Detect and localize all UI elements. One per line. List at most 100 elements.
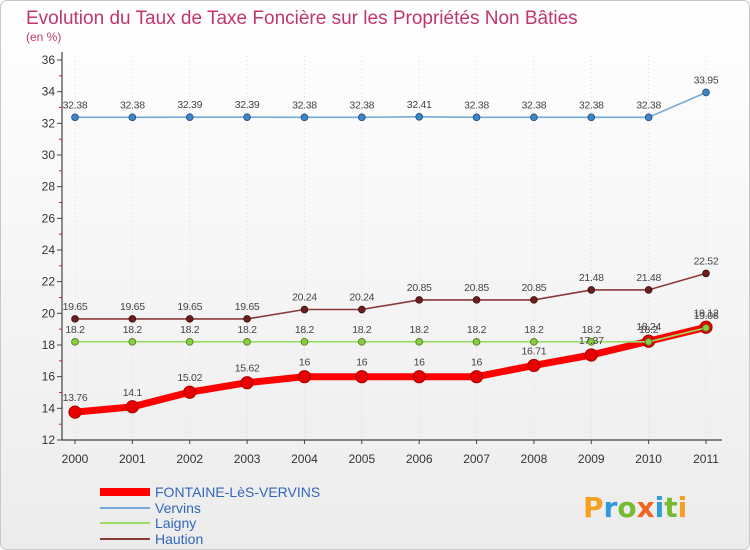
data-label-fontaine-l-s-vervins: 16.71 <box>522 345 547 357</box>
data-point-haution <box>358 305 366 314</box>
data-label-fontaine-l-s-vervins: 13.76 <box>63 392 88 404</box>
data-label-vervins: 32.39 <box>235 99 260 111</box>
data-label-vervins: 32.38 <box>522 99 547 111</box>
data-label-haution: 21.48 <box>579 272 604 284</box>
data-label-fontaine-l-s-vervins: 17.37 <box>579 335 604 347</box>
data-label-fontaine-l-s-vervins: 16 <box>414 357 426 369</box>
data-label-laigny: 18.2 <box>180 324 200 336</box>
y-tick-label: 18 <box>42 338 56 352</box>
legend-label-laigny: Laigny <box>155 515 196 531</box>
data-point-vervins <box>128 113 137 122</box>
data-label-haution: 20.85 <box>407 282 432 294</box>
x-tick-label: 2003 <box>234 452 261 466</box>
data-point-fontaine-l-s-vervins <box>240 376 254 390</box>
data-label-vervins: 32.38 <box>579 99 604 111</box>
data-point-fontaine-l-s-vervins <box>355 370 369 384</box>
logo-letter: i <box>655 491 665 524</box>
data-label-laigny: 19.08 <box>694 310 719 322</box>
x-tick-label: 2001 <box>119 452 146 466</box>
y-tick-label: 12 <box>42 433 56 447</box>
data-point-haution <box>300 305 309 314</box>
data-label-haution: 21.48 <box>636 272 661 284</box>
logo-letter: r <box>604 491 618 524</box>
series-line-laigny <box>74 327 707 343</box>
legend-label-vervins: Vervins <box>155 500 201 516</box>
data-label-laigny: 18.2 <box>582 324 602 336</box>
x-tick-label: 2006 <box>406 452 433 466</box>
chart-series <box>68 88 713 419</box>
data-label-haution: 19.65 <box>177 301 202 313</box>
data-label-vervins: 32.41 <box>407 99 432 111</box>
x-tick-label: 2009 <box>578 452 605 466</box>
logo-letter: t <box>664 491 677 524</box>
data-label-laigny: 18.2 <box>639 324 659 336</box>
data-label-laigny: 18.2 <box>237 324 257 336</box>
x-tick-label: 2007 <box>463 452 490 466</box>
data-point-laigny <box>185 338 194 346</box>
data-label-fontaine-l-s-vervins: 19.12 <box>694 307 719 319</box>
data-point-fontaine-l-s-vervins <box>469 370 484 384</box>
data-label-laigny: 18.2 <box>410 324 430 336</box>
y-tick-label: 22 <box>42 275 56 289</box>
proxiti-logo: Proxiti <box>583 491 687 524</box>
data-label-haution: 20.24 <box>292 292 317 304</box>
data-label-fontaine-l-s-vervins: 18.24 <box>636 321 661 333</box>
data-label-haution: 20.85 <box>464 282 489 294</box>
data-label-vervins: 32.38 <box>636 99 661 111</box>
data-label-fontaine-l-s-vervins: 16 <box>299 357 311 369</box>
y-tick-label: 30 <box>42 148 56 162</box>
data-point-laigny <box>243 338 251 346</box>
data-point-laigny <box>358 338 366 346</box>
data-point-haution <box>185 315 194 323</box>
data-label-fontaine-l-s-vervins: 15.62 <box>235 363 260 375</box>
data-label-haution: 22.52 <box>694 255 719 267</box>
data-point-fontaine-l-s-vervins <box>584 348 598 362</box>
data-point-vervins <box>644 113 653 122</box>
y-tick-label: 16 <box>42 370 56 384</box>
logo-letter: x <box>637 491 655 524</box>
data-label-laigny: 18.2 <box>524 324 544 336</box>
data-label-vervins: 32.38 <box>292 99 317 111</box>
data-label-laigny: 18.2 <box>65 324 85 336</box>
data-point-laigny <box>71 338 79 346</box>
data-point-vervins <box>358 113 366 122</box>
data-label-fontaine-l-s-vervins: 16 <box>356 357 368 369</box>
data-label-laigny: 18.2 <box>467 324 487 336</box>
data-point-laigny <box>644 338 653 346</box>
data-point-laigny <box>415 338 423 346</box>
logo-letter: i <box>678 491 688 524</box>
legend-label-fontaine-l-s-vervins: FONTAINE-LèS-VERVINS <box>155 484 320 500</box>
y-tick-label: 14 <box>42 401 56 415</box>
data-label-haution: 20.85 <box>522 282 547 294</box>
data-point-vervins <box>243 113 251 121</box>
data-point-laigny <box>128 338 137 346</box>
x-tick-label: 2002 <box>176 452 203 466</box>
y-tick-label: 24 <box>42 243 56 257</box>
data-point-fontaine-l-s-vervins <box>68 405 82 419</box>
legend-item-laigny: Laigny <box>100 515 196 531</box>
data-label-laigny: 18.2 <box>123 324 143 336</box>
data-label-vervins: 33.95 <box>694 74 719 86</box>
data-point-vervins <box>702 88 710 97</box>
data-label-haution: 19.65 <box>120 301 145 313</box>
logo-letter: o <box>617 491 636 524</box>
series-line-vervins <box>74 91 707 119</box>
data-point-haution <box>644 286 653 294</box>
legend-item-fontaine-l-s-vervins: FONTAINE-LèS-VERVINS <box>100 484 320 500</box>
x-tick-label: 2004 <box>291 452 318 466</box>
data-point-fontaine-l-s-vervins <box>412 370 426 384</box>
data-point-haution <box>702 269 710 278</box>
y-tick-label: 36 <box>42 53 56 67</box>
y-tick-label: 26 <box>42 211 56 225</box>
legend-item-haution: Haution <box>100 531 203 547</box>
series-line-haution <box>74 272 707 320</box>
data-point-haution <box>71 315 79 323</box>
series-line-fontaine-l-s-vervins <box>71 323 710 416</box>
data-point-haution <box>530 296 538 304</box>
data-point-fontaine-l-s-vervins <box>125 400 139 414</box>
data-point-fontaine-l-s-vervins <box>297 370 312 384</box>
x-tick-label: 2000 <box>62 452 89 466</box>
data-point-laigny <box>472 338 481 346</box>
